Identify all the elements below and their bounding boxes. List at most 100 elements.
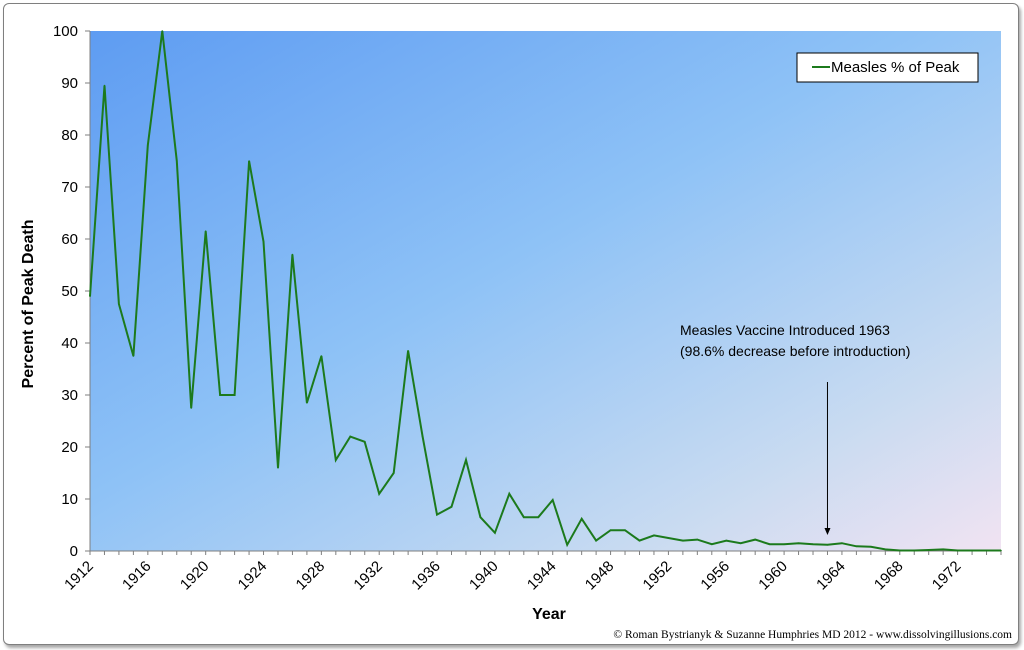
data-point [118,303,120,305]
data-point [277,467,279,469]
data-point [1000,549,1002,552]
data-point [812,543,814,545]
data-point [407,350,409,352]
x-tick-label: 1940 [466,558,502,594]
data-point [161,30,164,32]
data-point [624,529,626,531]
x-tick-label: 1948 [582,558,618,594]
data-point [797,542,800,544]
x-tick-label: 1936 [408,558,444,594]
annotation-line-1: Measles Vaccine Introduced 1963 [680,322,890,338]
y-tick-label: 80 [61,127,78,144]
y-tick-label: 70 [61,179,78,196]
x-tick-label: 1924 [235,558,271,594]
data-point [551,499,554,501]
data-point [927,549,930,551]
data-point [855,545,858,548]
data-point [841,542,843,544]
y-axis-ticks: 0 10 20 30 40 50 60 70 80 90 100 [53,23,90,560]
data-point [132,355,135,357]
annotation-line-2: (98.6% decrease before introduction) [680,343,910,359]
plot-area [90,31,1001,551]
data-point [219,394,221,396]
data-point [204,230,207,232]
data-point [899,549,901,552]
data-point [479,516,482,518]
x-tick-label: 1960 [755,558,791,594]
chart-frame: 0 10 20 30 40 50 60 70 80 90 100 1912 1916 1920 1924 1… [3,3,1019,645]
data-point [754,538,756,541]
data-point [363,441,366,443]
data-point [971,549,973,552]
y-tick-label: 20 [61,439,78,456]
x-tick-label: 1952 [640,558,676,594]
data-point [696,538,699,541]
x-tick-label: 1920 [177,558,213,594]
data-point [291,253,294,256]
data-point [580,518,583,520]
y-tick-label: 0 [70,543,78,560]
y-tick-label: 40 [61,335,78,352]
data-point [739,542,742,544]
data-point [190,407,192,409]
x-axis-ticks: 1912 1916 1920 1924 1928 1932 1936 1940 1944 1948… [61,551,1002,594]
data-point [233,394,236,396]
x-tick-label: 1916 [119,558,155,594]
data-point [826,544,829,546]
data-point [682,539,684,542]
data-point [667,537,670,539]
x-tick-label: 1956 [697,558,733,594]
data-point [638,539,641,542]
data-point [103,84,106,87]
x-tick-label: 1972 [929,558,965,594]
data-point [870,546,872,548]
data-point [768,543,771,545]
series-line-measles [89,30,1001,552]
data-point [392,472,395,474]
copyright-credit: © Roman Bystrianyk & Suzanne Humphries M… [613,629,1012,641]
data-point [537,516,540,518]
y-tick-label: 30 [61,387,78,404]
vaccine-annotation: Measles Vaccine Introduced 1963 (98.6% d… [680,322,910,535]
x-tick-label: 1964 [813,558,849,594]
data-point [349,435,352,438]
data-point [378,493,381,495]
legend-label-measles: Measles % of Peak [831,59,960,76]
data-point [956,549,959,552]
y-tick-label: 100 [53,23,78,40]
y-tick-label: 50 [61,283,78,300]
data-point [711,543,713,545]
data-point [494,532,496,534]
data-point [609,529,612,531]
data-point [566,544,568,546]
x-axis-label: Year [532,606,566,623]
data-point [725,539,728,542]
data-point [320,355,323,357]
data-point [884,548,887,551]
legend: Measles % of Peak [796,52,979,83]
data-point [89,295,91,298]
x-tick-label: 1968 [871,558,907,594]
data-point [653,534,655,537]
x-tick-label: 1912 [61,558,97,594]
data-point [595,539,597,542]
data-point [508,493,511,495]
data-point [248,160,250,162]
y-axis-label: Percent of Peak Death [20,220,37,389]
y-tick-label: 60 [61,231,78,248]
data-point [147,144,149,147]
data-point [913,549,915,552]
y-tick-label: 10 [61,491,78,508]
data-point [942,548,944,551]
data-point [335,459,337,461]
annotation-arrowhead [824,528,831,535]
data-point [176,160,178,162]
data-point [306,402,308,404]
data-point [465,459,467,461]
x-tick-label: 1932 [350,558,386,594]
data-point [436,513,438,516]
data-point [523,516,525,518]
data-point [985,549,988,552]
data-point [421,435,424,438]
